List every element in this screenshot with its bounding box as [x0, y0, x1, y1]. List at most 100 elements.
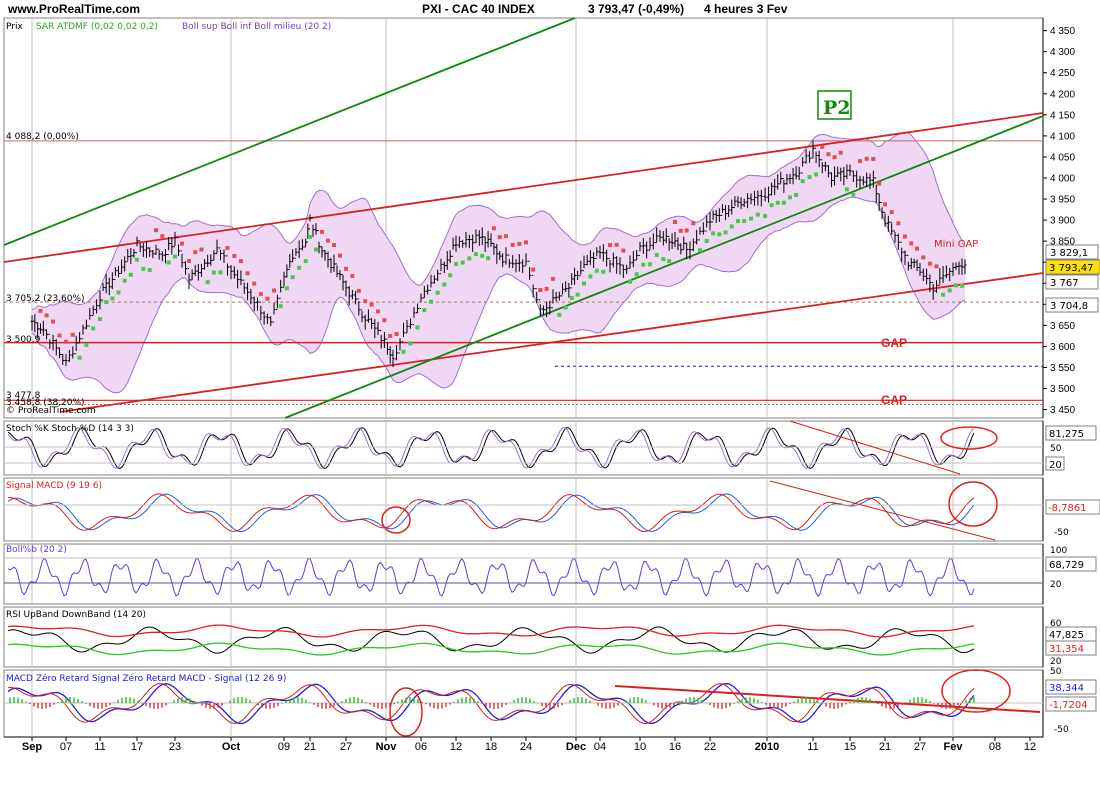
sar-dot — [376, 309, 380, 314]
macd-tick-neg50: -50 — [1054, 528, 1069, 538]
p2-box — [817, 90, 852, 120]
value-lower: 3 704,8 — [1050, 301, 1088, 312]
sar-dot — [454, 261, 458, 266]
x-tick-label: 21 — [879, 741, 891, 753]
gap-label-2: GAP — [881, 393, 907, 407]
sar-dot — [921, 255, 926, 260]
x-tick-label: 11 — [807, 741, 818, 753]
sar-dot — [448, 273, 453, 278]
price-tick-label: 3 600 — [1050, 342, 1075, 353]
sar-dot — [467, 256, 472, 261]
sar-dot — [491, 226, 496, 231]
stoch-extra: 20 — [1049, 460, 1062, 471]
x-tick-label: Dec — [566, 741, 586, 753]
sar-dot — [278, 304, 283, 309]
instrument-title: PXI - CAC 40 INDEX — [422, 2, 535, 16]
zero-lag-value: 38,344 — [1049, 683, 1084, 694]
fib-label-382: 3 458,8 (38,20%) — [6, 398, 85, 408]
sar-dot — [308, 234, 312, 239]
level-label-3500: 3 500,9 — [6, 335, 41, 345]
boll-b-panel-lines — [4, 557, 1043, 598]
panel-frame — [3, 477, 1044, 542]
sar-dot — [588, 274, 593, 279]
price-tick-label: 3 450 — [1050, 405, 1075, 416]
x-tick-label: 21 — [304, 741, 316, 753]
sar-dot — [435, 290, 440, 295]
period-label: 4 heures 3 Fev — [704, 2, 788, 16]
sar-dot — [628, 279, 632, 284]
sar-dot — [303, 259, 308, 264]
x-tick-label: 15 — [844, 741, 856, 753]
legend-boll: Boll sup Boll inf Boll milieu (20 2) — [182, 22, 331, 32]
sar-dot — [517, 241, 522, 246]
sar-dot — [363, 299, 368, 304]
sar-dot — [614, 242, 619, 247]
sar-dot — [51, 319, 56, 324]
stoch-line — [7, 426, 975, 469]
sar-dot — [723, 230, 728, 235]
zero-lag-macd-panel-lines — [4, 682, 1043, 725]
site-name[interactable]: www.ProRealTime.com — [7, 2, 140, 16]
sar-dot — [608, 243, 612, 248]
legend-sar: SAR ATDMF (0,02 0,02 0,2) — [36, 22, 158, 32]
sar-dot — [320, 229, 324, 234]
rsi-band-box — [1045, 640, 1097, 656]
sar-dot — [394, 332, 399, 337]
sar-dot — [480, 253, 485, 258]
zl-macd — [7, 682, 975, 725]
circle-macd-right — [948, 481, 998, 527]
sar-dot — [77, 355, 82, 360]
level-label-3477: 3 477,8 — [6, 391, 41, 401]
rsi-upband — [7, 642, 975, 656]
sar-dot — [218, 270, 223, 275]
panel-frame — [3, 606, 1044, 668]
sar-dot — [64, 339, 68, 344]
sar-dot — [504, 234, 508, 239]
sar-dot — [807, 175, 812, 180]
zero-lag-tick-neg50: -50 — [1054, 725, 1069, 735]
lower-red-trendline — [59, 272, 1044, 413]
gap-label-1: GAP — [881, 336, 907, 350]
sar-dot — [422, 308, 427, 313]
sar-dot — [858, 159, 862, 164]
sar-dot — [326, 238, 330, 243]
sar-dot — [356, 288, 361, 293]
price-axis: 4 350 4 300 4 250 4 200 4 150 4 100 4 050 4 000… — [1043, 26, 1075, 416]
copyright-label: © ProRealTime.com — [6, 406, 96, 416]
sar-dot — [442, 282, 447, 287]
sar-dot — [193, 250, 198, 255]
sar-dot — [265, 296, 270, 301]
sar-dot — [667, 259, 672, 264]
panel-frame — [3, 543, 1044, 605]
fib-label-236: 3 705,2 (23,60%) — [6, 294, 85, 304]
sar-dot — [272, 288, 277, 293]
sar-dot — [678, 228, 683, 233]
sar-dot — [284, 286, 289, 291]
sar-dot — [704, 239, 709, 244]
sar-dot — [800, 179, 805, 184]
header-bar — [0, 0, 1100, 18]
rsi-panel-lines — [7, 624, 975, 656]
panel-frame — [3, 420, 1044, 476]
sar-dot — [781, 200, 786, 205]
value-last: 3 793,47 — [1049, 263, 1094, 274]
sar-dot — [429, 299, 433, 304]
macd-value: -8,7861 — [1048, 503, 1087, 514]
price-tick-label: 4 050 — [1050, 152, 1075, 163]
sar-dot — [641, 262, 646, 267]
sar-dot — [110, 296, 115, 301]
time-axis: Sep 07 11 17 23 Oct 09 21 27 Nov 06 12 18 24 Dec 04 10 16… — [22, 737, 1036, 753]
sar-dot — [415, 325, 420, 330]
sar-dot — [154, 228, 158, 233]
sar-dot — [575, 292, 580, 297]
sar-dot — [877, 181, 882, 186]
stoch-extra-box — [1045, 456, 1065, 471]
sar-dot — [673, 219, 677, 224]
circle-macd-left — [381, 506, 411, 534]
sar-dot — [225, 246, 230, 251]
x-tick-label: 11 — [94, 741, 105, 753]
sar-dot — [166, 260, 171, 265]
sar-dot — [832, 155, 837, 160]
sar-dot — [205, 280, 210, 285]
rsi-band-value: 31,354 — [1049, 644, 1084, 655]
